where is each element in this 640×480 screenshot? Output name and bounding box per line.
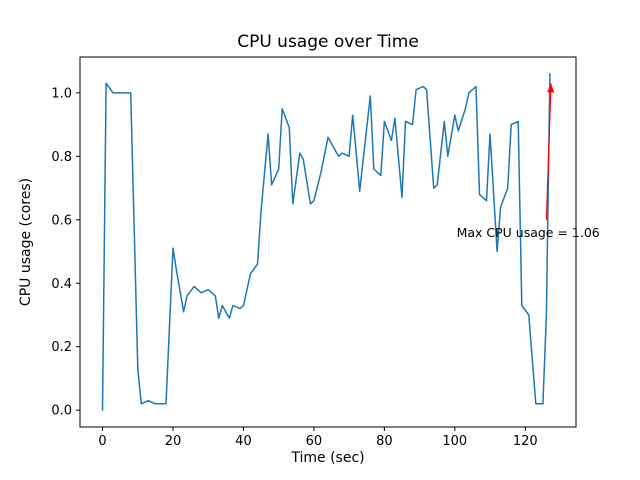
annotation-layer: Max CPU usage = 1.06 (457, 83, 600, 240)
y-tick-label: 0.8 (51, 150, 72, 165)
x-tick-label: 120 (513, 434, 538, 449)
x-tick-label: 20 (165, 434, 182, 449)
x-tick-label: 100 (442, 434, 467, 449)
max-cpu-annotation-text: Max CPU usage = 1.06 (457, 225, 600, 240)
y-tick-label: 1.0 (51, 86, 72, 101)
annotation-arrowhead (547, 83, 555, 93)
y-axis-label: CPU usage (cores) (18, 178, 34, 306)
data-line-layer (101, 73, 551, 411)
x-tick-label: 80 (376, 434, 393, 449)
y-tick-label: 0.4 (51, 277, 72, 292)
cpu-usage-line (101, 73, 551, 411)
chart-title: CPU usage over Time (237, 32, 419, 52)
x-tick-label: 40 (235, 434, 252, 449)
y-tick-label: 0.6 (51, 213, 72, 228)
annotation-arrow-shaft (545, 83, 552, 220)
x-tick-label: 60 (306, 434, 323, 449)
tick-marks-and-labels: 0 20 40 60 80 100 120 0.0 0.2 0.4 0.6 0.8 1.0 (51, 86, 537, 449)
x-axis-label: Time (sec) (290, 450, 364, 466)
x-tick-label: 0 (98, 434, 106, 449)
y-tick-label: 0.2 (51, 340, 72, 355)
axes-frame (79, 56, 577, 428)
y-tick-label: 0.0 (51, 404, 72, 419)
